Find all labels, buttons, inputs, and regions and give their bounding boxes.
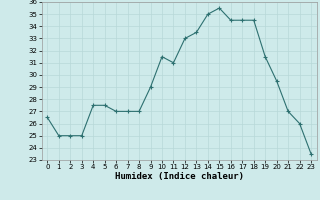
X-axis label: Humidex (Indice chaleur): Humidex (Indice chaleur): [115, 172, 244, 181]
